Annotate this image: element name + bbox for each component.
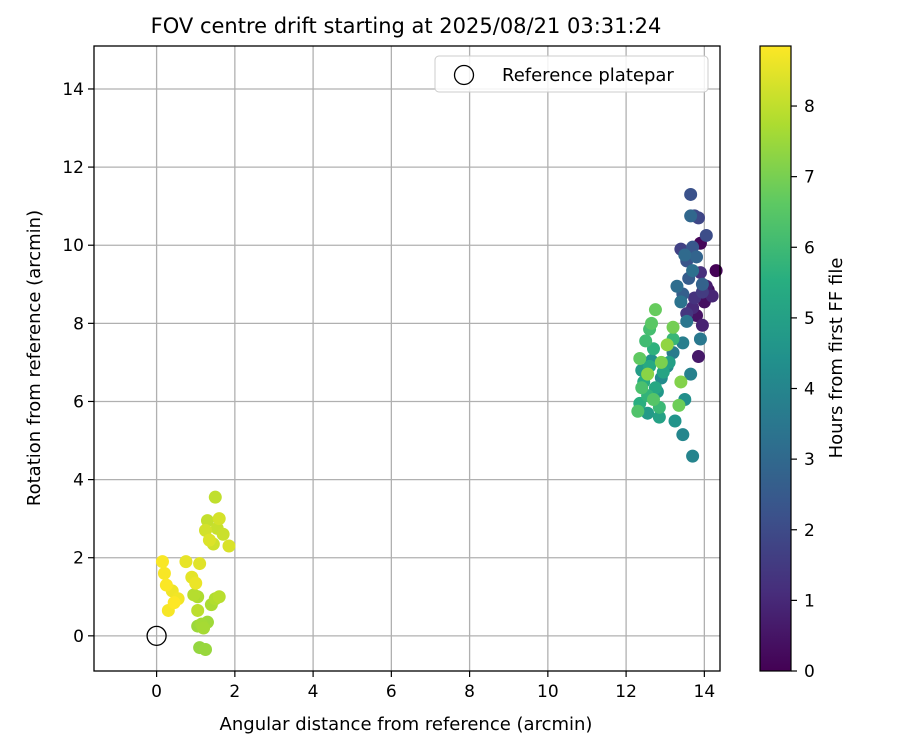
colorbar-tick-label: 5: [804, 309, 815, 329]
data-point: [678, 248, 692, 262]
y-tick-label: 12: [62, 158, 84, 178]
x-axis-label: Angular distance from reference (arcmin): [220, 714, 593, 735]
data-point: [187, 588, 201, 602]
y-axis-label: Rotation from reference (arcmin): [24, 210, 45, 506]
data-point: [676, 336, 690, 350]
data-point: [654, 355, 668, 369]
x-axis-ticks: 0 2 4 6 8 10 12 14: [151, 671, 715, 702]
data-point: [197, 621, 211, 635]
data-point: [676, 428, 690, 442]
data-point: [159, 578, 173, 592]
data-point: [674, 295, 688, 309]
data-point: [693, 332, 707, 346]
data-point: [695, 277, 709, 291]
data-point: [705, 289, 719, 303]
y-tick-label: 14: [62, 80, 84, 100]
data-point: [652, 410, 666, 424]
data-point: [670, 279, 684, 293]
colorbar-tick-label: 2: [804, 521, 815, 541]
data-point: [193, 557, 207, 571]
colorbar-tick-label: 6: [804, 238, 815, 258]
reference-marker-group: [146, 625, 167, 646]
x-tick-label: 4: [308, 682, 319, 702]
data-point: [167, 596, 181, 610]
data-point: [668, 414, 682, 428]
data-point: [695, 318, 709, 332]
y-tick-label: 2: [73, 549, 84, 569]
data-point: [212, 512, 226, 526]
data-point: [648, 303, 662, 317]
x-tick-label: 0: [151, 682, 162, 702]
data-point: [212, 590, 226, 604]
data-point: [199, 643, 213, 657]
colorbar-label: Hours from first FF file: [826, 258, 847, 459]
colorbar-tick-label: 8: [804, 97, 815, 117]
data-point: [202, 533, 216, 547]
x-tick-label: 6: [386, 682, 397, 702]
colorbar-tick-label: 3: [804, 450, 815, 470]
data-point: [686, 449, 700, 463]
data-point: [691, 350, 705, 364]
data-point: [191, 603, 205, 617]
y-tick-label: 4: [73, 471, 84, 491]
data-point: [709, 264, 723, 278]
x-tick-label: 2: [229, 682, 240, 702]
data-point: [635, 381, 649, 395]
colorbar-tick-label: 1: [804, 591, 815, 611]
data-point: [189, 576, 203, 590]
data-point: [641, 406, 655, 420]
grid-lines: [94, 46, 720, 671]
colorbar-tick-label: 7: [804, 168, 815, 188]
data-point: [666, 320, 680, 334]
data-point: [672, 398, 686, 412]
x-tick-label: 8: [464, 682, 475, 702]
legend: Reference platepar: [434, 55, 709, 93]
y-tick-label: 10: [62, 236, 84, 256]
colorbar: 0 1 2 3 4 5 6 7 8 Hours from first FF file: [759, 45, 847, 682]
data-point: [631, 404, 645, 418]
data-point: [157, 566, 171, 580]
legend-box: [434, 55, 709, 93]
y-tick-label: 6: [73, 392, 84, 412]
data-points: [155, 187, 723, 657]
data-point: [686, 264, 700, 278]
plot-frame: [93, 45, 721, 672]
colorbar-ticks: 0 1 2 3 4 5 6 7 8: [791, 97, 815, 682]
y-tick-label: 8: [73, 314, 84, 334]
data-point: [645, 316, 659, 330]
data-point: [155, 555, 169, 569]
data-point: [656, 365, 670, 379]
data-point: [200, 514, 214, 528]
x-tick-label: 14: [694, 682, 716, 702]
colorbar-gradient: [759, 45, 792, 672]
data-point: [684, 367, 698, 381]
data-point: [684, 187, 698, 201]
legend-entry-label: Reference platepar: [502, 65, 674, 86]
data-point: [208, 490, 222, 504]
data-point: [699, 228, 713, 242]
data-point: [633, 352, 647, 365]
data-point: [680, 314, 694, 328]
data-point: [646, 393, 660, 407]
y-tick-label: 0: [73, 627, 84, 647]
x-tick-label: 12: [615, 682, 637, 702]
data-point: [639, 334, 653, 348]
data-point: [199, 523, 213, 537]
colorbar-tick-label: 4: [804, 380, 815, 400]
legend-reference-icon: [453, 64, 475, 86]
colorbar-tick-label: 0: [804, 662, 815, 682]
data-point: [179, 555, 193, 569]
data-point: [641, 367, 655, 381]
data-point: [684, 209, 698, 223]
data-point: [674, 375, 688, 389]
data-point: [222, 539, 236, 553]
data-point: [690, 250, 704, 264]
x-tick-label: 10: [537, 682, 559, 702]
data-point: [660, 338, 674, 352]
y-axis-ticks: 0 2 4 6 8 10 12 14: [62, 80, 94, 647]
data-point: [216, 527, 230, 541]
reference-marker: [146, 625, 167, 646]
chart-title: FOV centre drift starting at 2025/08/21 …: [151, 14, 662, 38]
